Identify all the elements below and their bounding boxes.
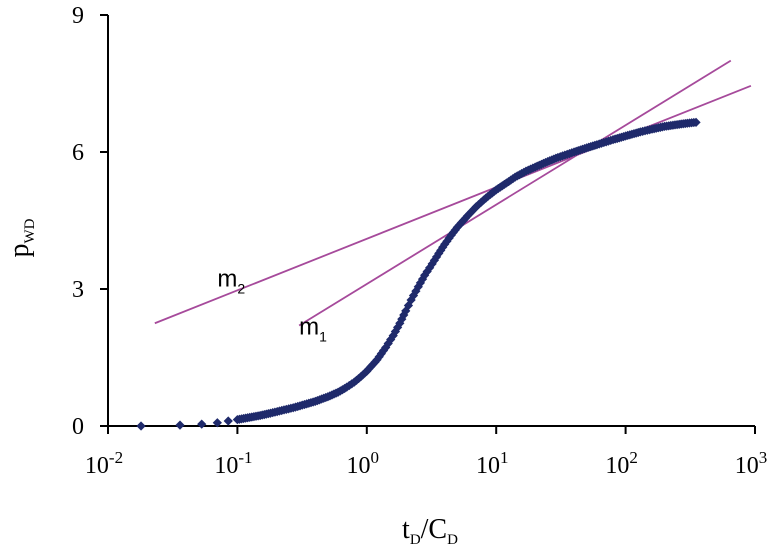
- x-tick-label: 103: [735, 448, 768, 479]
- data-point: [691, 117, 701, 127]
- y-tick-label: 3: [72, 277, 84, 303]
- y-axis-title-part: p: [4, 244, 35, 258]
- y-tick-label: 6: [72, 140, 84, 166]
- data-series: [136, 117, 701, 431]
- x-tick-exponent: -2: [109, 448, 123, 467]
- reference-line-m1: [298, 59, 732, 327]
- x-tick-exponent: 3: [759, 448, 768, 467]
- data-point: [136, 421, 146, 431]
- annotation-subscript: 1: [319, 329, 327, 345]
- x-tick-label: 100: [347, 448, 380, 479]
- x-tick-exponent: -1: [238, 448, 252, 467]
- annotation-subscript: 2: [237, 281, 245, 297]
- y-tick-label: 9: [72, 3, 84, 29]
- x-axis-title-subscript: D: [410, 532, 421, 548]
- x-tick-exponent: 2: [629, 448, 638, 467]
- x-tick-exponent: 0: [371, 448, 380, 467]
- x-axis-title: tD/CD: [402, 514, 458, 548]
- data-point: [212, 418, 222, 428]
- x-axis-title-part: t: [402, 514, 410, 545]
- y-tick-label: 0: [72, 414, 84, 440]
- annotations: m2 m1: [217, 266, 327, 345]
- annotation-m2: m2: [217, 266, 245, 297]
- x-tick-label: 10-1: [214, 448, 252, 479]
- data-point: [175, 420, 185, 430]
- x-tick-label: 10-2: [85, 448, 123, 479]
- x-tick-label: 101: [476, 448, 509, 479]
- y-axis-title-subscript: WD: [22, 218, 38, 243]
- y-axis-title: pWD: [4, 218, 38, 257]
- x-tick-exponent: 1: [500, 448, 509, 467]
- data-point: [197, 419, 207, 429]
- x-tick-label: 102: [605, 448, 638, 479]
- data-point: [223, 416, 233, 426]
- annotation-m1: m1: [299, 314, 327, 345]
- x-axis-title-part: /C: [421, 514, 447, 545]
- x-axis-title-subscript: D: [447, 532, 458, 548]
- axes: [100, 14, 756, 434]
